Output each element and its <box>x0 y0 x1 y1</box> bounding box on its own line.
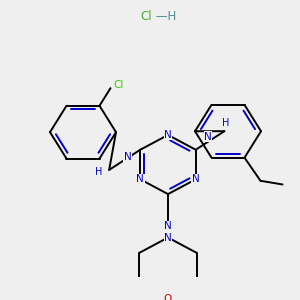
Text: N: N <box>164 221 172 232</box>
Text: Cl: Cl <box>113 80 124 90</box>
Text: H: H <box>95 167 103 177</box>
Text: Cl: Cl <box>140 10 152 23</box>
Text: N: N <box>204 132 212 142</box>
Text: —H: —H <box>152 10 176 23</box>
Text: O: O <box>164 293 172 300</box>
Text: N: N <box>192 174 200 184</box>
Text: N: N <box>164 232 172 242</box>
Text: H: H <box>222 118 229 128</box>
Text: N: N <box>136 174 144 184</box>
Text: N: N <box>164 130 172 140</box>
Text: N: N <box>124 152 132 162</box>
